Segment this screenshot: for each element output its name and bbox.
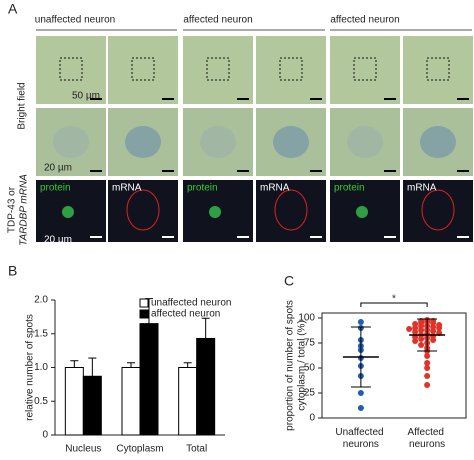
image-label: protein (187, 183, 218, 194)
bar (121, 367, 141, 436)
roi-box (59, 57, 83, 81)
micrograph (36, 36, 106, 104)
dot (430, 337, 437, 343)
dot (424, 360, 431, 366)
micrograph (330, 36, 400, 104)
dot (418, 327, 425, 333)
dot (412, 329, 419, 335)
scale-label: 20 µm (44, 235, 72, 246)
x-tick-label: Nucleus (65, 444, 101, 455)
sig-bracket (360, 302, 428, 307)
legend-label: affected neuron (151, 309, 220, 320)
signal (356, 206, 368, 218)
row-label: TDP-43 or (7, 186, 18, 233)
bar (82, 375, 102, 436)
roi-box (131, 57, 155, 81)
column-header: affected neuron (330, 15, 399, 26)
panel-label: A (8, 1, 18, 17)
bar (139, 323, 159, 436)
y-tick-label: 100 (298, 313, 315, 324)
signal (209, 206, 221, 218)
micrograph (183, 36, 253, 104)
image-label: mRNA (260, 183, 290, 194)
dot (424, 382, 431, 388)
x-tick-label: Cytoplasm (116, 444, 163, 455)
dot (357, 405, 364, 411)
micrograph (256, 36, 326, 104)
dot (430, 328, 437, 334)
bar (196, 337, 216, 436)
micrograph (108, 36, 178, 104)
legend-label: unaffected neuron (151, 298, 231, 309)
y-tick-label: 75 (304, 338, 316, 349)
cell (420, 126, 456, 158)
y-tick-label: 0 (42, 430, 48, 441)
outline (421, 189, 455, 231)
legend-swatch (139, 298, 149, 308)
image-label: mRNA (407, 183, 437, 194)
cell (347, 126, 383, 158)
outline (274, 189, 308, 231)
dot (406, 326, 413, 332)
x-tick-label: Affected neurons (407, 427, 446, 450)
dot (357, 319, 364, 325)
image-label: mRNA (112, 183, 142, 194)
outline (126, 189, 160, 231)
cell (200, 126, 236, 158)
y-axis-label: proportion of number of spots (285, 300, 296, 431)
panel-label: C (284, 273, 294, 289)
signal (62, 206, 74, 218)
dot (418, 336, 425, 342)
y-tick-label: 50 (304, 363, 316, 374)
panel-label: B (8, 263, 17, 279)
cell (273, 126, 309, 158)
row-label: Bright field (17, 82, 28, 129)
y-axis-label: relative number of spots (25, 314, 36, 421)
plot-frame (321, 312, 467, 419)
scale-label: 50 µm (72, 91, 100, 102)
image-label: protein (40, 183, 71, 194)
row-label: TARDBP mRNA (19, 174, 30, 246)
cell (53, 126, 89, 158)
y-tick-label: 2.0 (34, 295, 48, 306)
dot (412, 338, 419, 344)
x-tick-label: Unaffected neurons (335, 427, 386, 450)
dot (424, 365, 431, 371)
column-header: unaffected neuron (35, 15, 115, 26)
micrograph (403, 36, 473, 104)
dot (436, 325, 443, 331)
dot (424, 353, 431, 359)
x-tick-label: Total (186, 444, 207, 455)
y-tick-label: 1.0 (34, 362, 48, 373)
roi-box (353, 57, 377, 81)
annotation: * (392, 294, 396, 305)
y-tick-label: 0.5 (34, 396, 48, 407)
micrographs: protein mRNA protein mRNA protein mRNA (36, 36, 473, 242)
dot (418, 342, 425, 348)
dot (357, 390, 364, 396)
legend-swatch (139, 309, 149, 319)
y-tick-label: 1.5 (34, 328, 48, 339)
y-axis-label: cytoplasm / total (%) (297, 320, 308, 411)
dot (424, 373, 431, 379)
bar (178, 367, 198, 436)
bar (64, 367, 84, 436)
y-tick-label: 25 (304, 388, 316, 399)
y-tick-label: 0 (309, 413, 315, 424)
column-header: affected neuron (183, 15, 252, 26)
roi-box (426, 57, 450, 81)
cell (125, 126, 161, 158)
roi-box (279, 57, 303, 81)
image-label: protein (334, 183, 365, 194)
scale-label: 20 µm (44, 163, 72, 174)
roi-box (206, 57, 230, 81)
